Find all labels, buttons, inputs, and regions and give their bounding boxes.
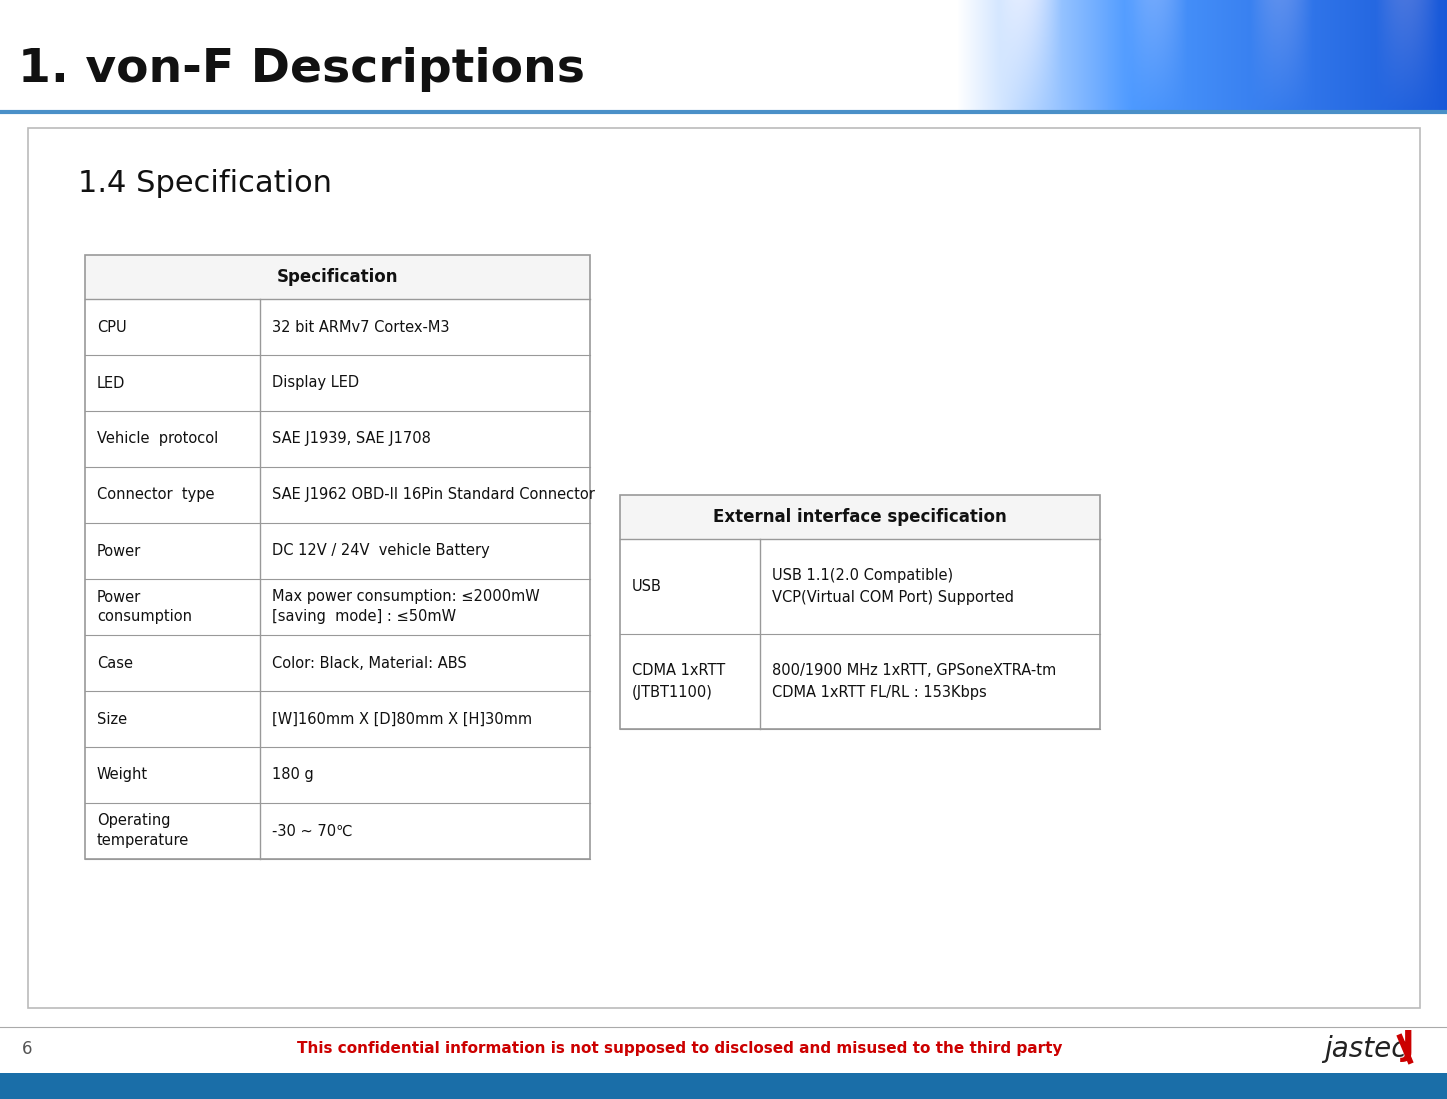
Text: Specification: Specification [276,268,398,286]
Text: Connector  type: Connector type [97,488,214,502]
Text: This confidential information is not supposed to disclosed and misused to the th: This confidential information is not sup… [297,1042,1062,1056]
Text: External interface specification: External interface specification [713,508,1007,526]
Text: CDMA 1xRTT: CDMA 1xRTT [632,663,725,678]
Text: 6: 6 [22,1040,32,1058]
Text: SAE J1939, SAE J1708: SAE J1939, SAE J1708 [272,432,431,446]
Text: CPU: CPU [97,320,127,334]
Bar [619,495,1100,729]
Text: Color: Black, Material: ABS: Color: Black, Material: ABS [272,655,467,670]
Bar [27,127,1420,1008]
Bar [0,0,1447,112]
Text: -30 ~ 70℃: -30 ~ 70℃ [272,823,353,839]
Text: Weight: Weight [97,767,148,782]
Text: Vehicle  protocol: Vehicle protocol [97,432,218,446]
Text: Case: Case [97,655,133,670]
Text: temperature: temperature [97,833,190,848]
Text: Max power consumption: ≤2000mW: Max power consumption: ≤2000mW [272,589,540,604]
Text: jastec: jastec [1324,1035,1406,1063]
Text: Display LED: Display LED [272,376,359,390]
Text: Power: Power [97,544,142,558]
Text: 1. von-F Descriptions: 1. von-F Descriptions [17,47,585,92]
Text: Operating: Operating [97,813,171,829]
Text: [saving  mode] : ≤50mW: [saving mode] : ≤50mW [272,610,456,624]
Text: DC 12V / 24V  vehicle Battery: DC 12V / 24V vehicle Battery [272,544,489,558]
Bar [0,0,800,112]
Text: USB: USB [632,579,661,593]
Text: VCP(Virtual COM Port) Supported: VCP(Virtual COM Port) Supported [773,590,1014,606]
Text: Power: Power [97,589,142,604]
Text: LED: LED [97,376,126,390]
Text: USB 1.1(2.0 Compatible): USB 1.1(2.0 Compatible) [773,568,954,582]
Text: [W]160mm X [D]80mm X [H]30mm: [W]160mm X [D]80mm X [H]30mm [272,711,532,726]
Bar [85,255,590,299]
Text: SAE J1962 OBD-II 16Pin Standard Connector: SAE J1962 OBD-II 16Pin Standard Connecto… [272,488,595,502]
Text: J: J [1402,1029,1414,1062]
Text: 180 g: 180 g [272,767,314,782]
Bar [0,1073,1447,1099]
Text: Size: Size [97,711,127,726]
Text: (JTBT1100): (JTBT1100) [632,685,713,700]
Bar [619,495,1100,539]
Text: 32 bit ARMv7 Cortex-M3: 32 bit ARMv7 Cortex-M3 [272,320,450,334]
Text: 800/1900 MHz 1xRTT, GPSoneXTRA-tm: 800/1900 MHz 1xRTT, GPSoneXTRA-tm [773,663,1056,678]
Text: consumption: consumption [97,610,192,624]
Text: 1.4 Specification: 1.4 Specification [78,168,331,198]
Text: CDMA 1xRTT FL/RL : 153Kbps: CDMA 1xRTT FL/RL : 153Kbps [773,685,987,700]
Bar [85,255,590,859]
